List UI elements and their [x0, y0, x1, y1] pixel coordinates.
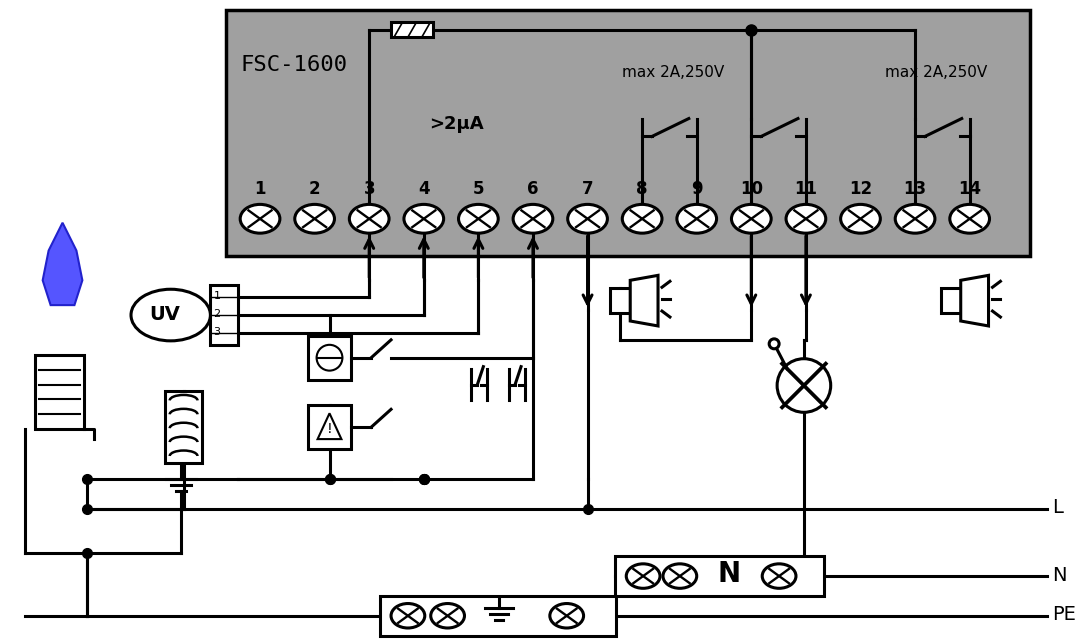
Ellipse shape: [513, 204, 553, 233]
Text: 9: 9: [691, 180, 702, 198]
Text: 3: 3: [213, 327, 221, 337]
Bar: [380, 596, 616, 636]
Ellipse shape: [841, 204, 880, 233]
Text: max 2A,250V: max 2A,250V: [885, 65, 988, 80]
Ellipse shape: [568, 204, 607, 233]
Text: 3: 3: [363, 180, 375, 198]
Text: 12: 12: [849, 180, 872, 198]
Text: 4: 4: [418, 180, 430, 198]
Text: 11: 11: [795, 180, 817, 198]
Text: 6: 6: [528, 180, 538, 198]
Ellipse shape: [404, 204, 444, 233]
Bar: [308, 405, 351, 449]
Ellipse shape: [895, 204, 935, 233]
Polygon shape: [630, 275, 658, 326]
Circle shape: [317, 345, 342, 370]
Ellipse shape: [550, 603, 584, 628]
Bar: [308, 336, 351, 379]
Ellipse shape: [731, 204, 771, 233]
Text: FSC-1600: FSC-1600: [240, 55, 347, 75]
Text: 13: 13: [904, 180, 926, 198]
Text: N: N: [1052, 566, 1066, 585]
Polygon shape: [43, 223, 82, 305]
Ellipse shape: [676, 204, 716, 233]
Polygon shape: [318, 413, 341, 439]
Text: max 2A,250V: max 2A,250V: [623, 65, 725, 80]
Ellipse shape: [763, 564, 796, 588]
Bar: [165, 392, 202, 463]
Bar: [611, 288, 630, 313]
Ellipse shape: [950, 204, 990, 233]
Bar: [226, 10, 1031, 257]
Ellipse shape: [295, 204, 335, 233]
Text: 7: 7: [582, 180, 593, 198]
Ellipse shape: [786, 204, 826, 233]
Ellipse shape: [391, 603, 424, 628]
Text: UV: UV: [150, 304, 180, 324]
Ellipse shape: [663, 564, 697, 588]
Text: 14: 14: [959, 180, 981, 198]
Bar: [615, 556, 824, 596]
Text: >2μA: >2μA: [429, 116, 484, 134]
Circle shape: [778, 359, 830, 412]
Ellipse shape: [623, 204, 662, 233]
Text: 5: 5: [473, 180, 485, 198]
Text: 1: 1: [213, 291, 221, 301]
Ellipse shape: [349, 204, 389, 233]
Bar: [34, 355, 84, 429]
Text: 1: 1: [254, 180, 266, 198]
Text: 2: 2: [213, 309, 221, 319]
Text: 8: 8: [637, 180, 648, 198]
Bar: [391, 22, 433, 37]
Text: L: L: [1052, 498, 1063, 517]
Ellipse shape: [431, 603, 464, 628]
Ellipse shape: [626, 564, 660, 588]
Polygon shape: [961, 275, 989, 326]
Text: 2: 2: [309, 180, 321, 198]
Ellipse shape: [459, 204, 499, 233]
Text: PE: PE: [1052, 605, 1076, 624]
Ellipse shape: [240, 204, 280, 233]
Text: 10: 10: [740, 180, 763, 198]
Text: N: N: [718, 560, 741, 588]
Bar: [210, 285, 238, 345]
Ellipse shape: [131, 290, 210, 341]
Circle shape: [769, 339, 779, 349]
Bar: [941, 288, 961, 313]
Text: !: !: [326, 422, 333, 436]
